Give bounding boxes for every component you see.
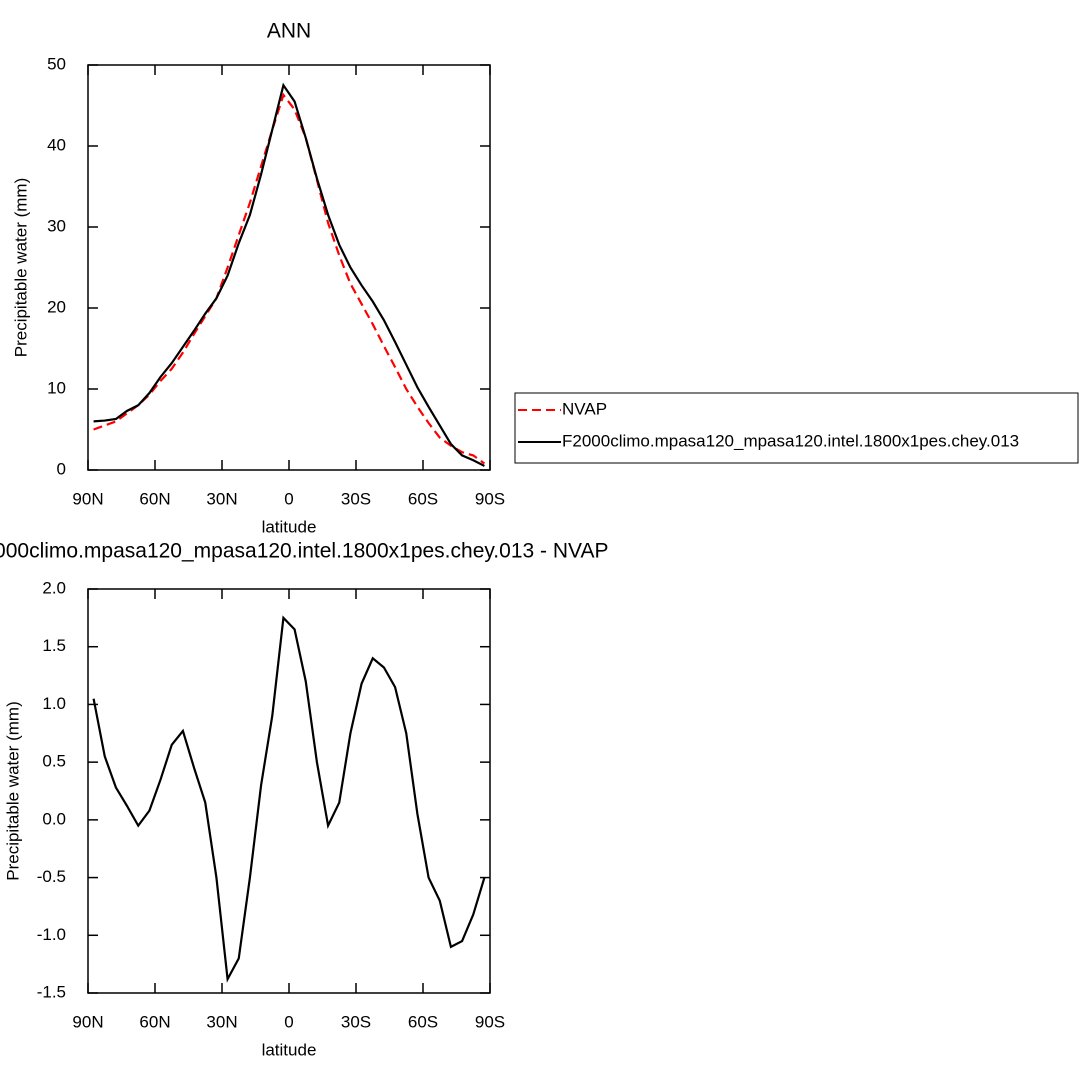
legend-box	[514, 392, 1079, 464]
legend-label: F2000climo.mpasa120_mpasa120.intel.1800x…	[562, 431, 1019, 450]
x-tick-label: 60N	[139, 489, 170, 508]
data-line	[93, 92, 486, 465]
y-tick-label: 40	[47, 135, 66, 154]
x-tick-label: 90N	[72, 1012, 103, 1031]
y-tick-label: -0.5	[37, 867, 66, 886]
y-tick-label: 2.0	[42, 578, 66, 597]
x-tick-label: 90S	[475, 1012, 505, 1031]
plot-frame	[87, 64, 491, 471]
x-tick-label: 0	[284, 489, 293, 508]
plot-frame	[87, 588, 491, 994]
y-tick-label: 20	[47, 297, 66, 316]
x-tick-label: 0	[284, 1012, 293, 1031]
y-axis-label: Precipitable water (mm)	[11, 178, 30, 358]
x-axis-label: latitude	[262, 1040, 317, 1059]
y-tick-label: -1.0	[37, 925, 66, 944]
x-tick-label: 60N	[139, 1012, 170, 1031]
y-tick-label: 0.0	[42, 809, 66, 828]
y-tick-label: 10	[47, 378, 66, 397]
y-tick-label: 30	[47, 216, 66, 235]
y-tick-label: 0.5	[42, 752, 66, 771]
legend-label: NVAP	[562, 399, 607, 418]
x-tick-label: 30N	[206, 489, 237, 508]
y-tick-label: -1.5	[37, 982, 66, 1001]
chart-title: ANN	[267, 20, 311, 43]
x-tick-label: 30N	[206, 1012, 237, 1031]
y-tick-label: 0	[57, 459, 66, 478]
x-tick-label: 60S	[408, 489, 438, 508]
x-tick-label: 90N	[72, 489, 103, 508]
x-axis-label: latitude	[262, 517, 317, 536]
y-tick-label: 1.0	[42, 694, 66, 713]
x-tick-label: 30S	[341, 1012, 371, 1031]
x-tick-label: 30S	[341, 489, 371, 508]
y-tick-label: 50	[47, 54, 66, 73]
data-line	[92, 615, 486, 983]
x-tick-label: 60S	[408, 1012, 438, 1031]
y-axis-label: Precipitable water (mm)	[3, 701, 22, 881]
x-tick-label: 90S	[475, 489, 505, 508]
y-tick-label: 1.5	[42, 636, 66, 655]
data-line	[93, 82, 485, 467]
chart-title: F2000climo.mpasa120_mpasa120.intel.1800x…	[0, 540, 608, 563]
